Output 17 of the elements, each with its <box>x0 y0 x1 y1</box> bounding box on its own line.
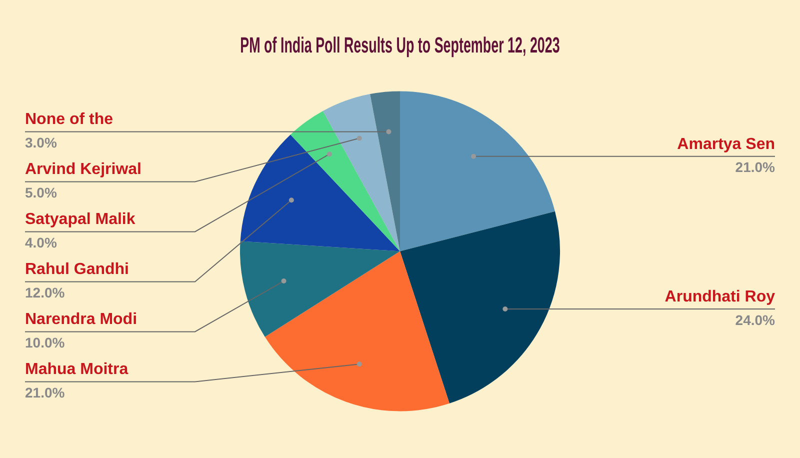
data-label: 4.0% <box>25 234 58 251</box>
data-label: 12.0% <box>25 284 66 301</box>
slice-label: Amartya Sen <box>677 136 775 153</box>
slice-label: None of the <box>25 111 114 128</box>
slice-label: Mahua Moitra <box>25 361 128 378</box>
data-label: 21.0% <box>735 159 776 176</box>
slice-label: Arundhati Roy <box>664 288 776 306</box>
slice-label: Rahul Gandhi <box>25 261 129 278</box>
slice-label: Arvind Kejriwal <box>25 161 142 178</box>
slice-label: Narendra Modi <box>25 311 138 328</box>
data-label: 21.0% <box>25 384 66 401</box>
slice-label: Satyapal Malik <box>25 211 136 228</box>
data-label: 24.0% <box>735 312 776 328</box>
data-label: 10.0% <box>25 334 66 351</box>
chart-title: PM of India Poll Results Up to September 12, 2023 <box>240 32 560 58</box>
data-label: 5.0% <box>25 184 58 201</box>
data-label: 3.0% <box>25 134 58 151</box>
